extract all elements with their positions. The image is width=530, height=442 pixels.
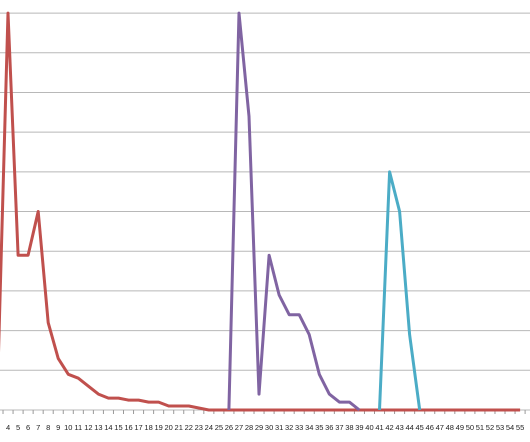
x-tick-label: 29 — [255, 423, 263, 432]
x-tick-label: 26 — [225, 423, 233, 432]
x-tick-label: 39 — [355, 423, 363, 432]
x-tick-label: 6 — [26, 423, 30, 432]
x-tick-label: 21 — [175, 423, 183, 432]
x-tick-label: 20 — [165, 423, 173, 432]
x-tick-label: 16 — [124, 423, 132, 432]
x-tick-label: 13 — [94, 423, 102, 432]
series-line — [227, 11, 361, 412]
x-tick-label: 31 — [275, 423, 283, 432]
x-tick-label: 12 — [84, 423, 92, 432]
x-tick-label: 25 — [215, 423, 223, 432]
x-tick-label: 24 — [205, 423, 213, 432]
x-tick-label: 27 — [235, 423, 243, 432]
x-tick-label: 36 — [325, 423, 333, 432]
x-tick-label: 40 — [365, 423, 373, 432]
x-tick-label: 46 — [426, 423, 434, 432]
x-tick-label: 53 — [496, 423, 504, 432]
x-tick-label: 4 — [6, 423, 10, 432]
x-tick-label: 47 — [436, 423, 444, 432]
x-tick-label: 22 — [185, 423, 193, 432]
x-tick-label: 52 — [486, 423, 494, 432]
x-tick-label: 14 — [104, 423, 112, 432]
x-tick-label: 19 — [154, 423, 162, 432]
x-tick-label: 50 — [466, 423, 474, 432]
x-tick-label: 17 — [134, 423, 142, 432]
x-tick-label: 10 — [64, 423, 72, 432]
series-line — [0, 11, 521, 412]
x-tick-label: 28 — [245, 423, 253, 432]
x-tick-label: 7 — [36, 423, 40, 432]
x-tick-label: 11 — [74, 423, 82, 432]
x-tick-label: 18 — [144, 423, 152, 432]
series-line — [378, 170, 422, 411]
x-tick-label: 45 — [416, 423, 424, 432]
x-tick-label: 30 — [265, 423, 273, 432]
x-tick-label: 48 — [446, 423, 454, 432]
x-tick-label: 8 — [46, 423, 50, 432]
x-tick-label: 42 — [385, 423, 393, 432]
x-tick-label: 41 — [375, 423, 383, 432]
x-tick-label: 44 — [405, 423, 413, 432]
x-tick-label: 38 — [345, 423, 353, 432]
x-tick-label: 55 — [516, 423, 524, 432]
x-tick-label: 37 — [335, 423, 343, 432]
x-tick-label: 51 — [476, 423, 484, 432]
x-tick-label: 33 — [295, 423, 303, 432]
x-tick-label: 54 — [506, 423, 514, 432]
x-tick-label: 49 — [456, 423, 464, 432]
x-tick-label: 43 — [395, 423, 403, 432]
x-tick-label: 35 — [315, 423, 323, 432]
x-tick-label: 23 — [195, 423, 203, 432]
x-tick-label: 15 — [114, 423, 122, 432]
x-tick-label: 5 — [16, 423, 20, 432]
x-tick-label: 32 — [285, 423, 293, 432]
x-tick-label: 9 — [56, 423, 60, 432]
x-tick-label: 34 — [305, 423, 313, 432]
